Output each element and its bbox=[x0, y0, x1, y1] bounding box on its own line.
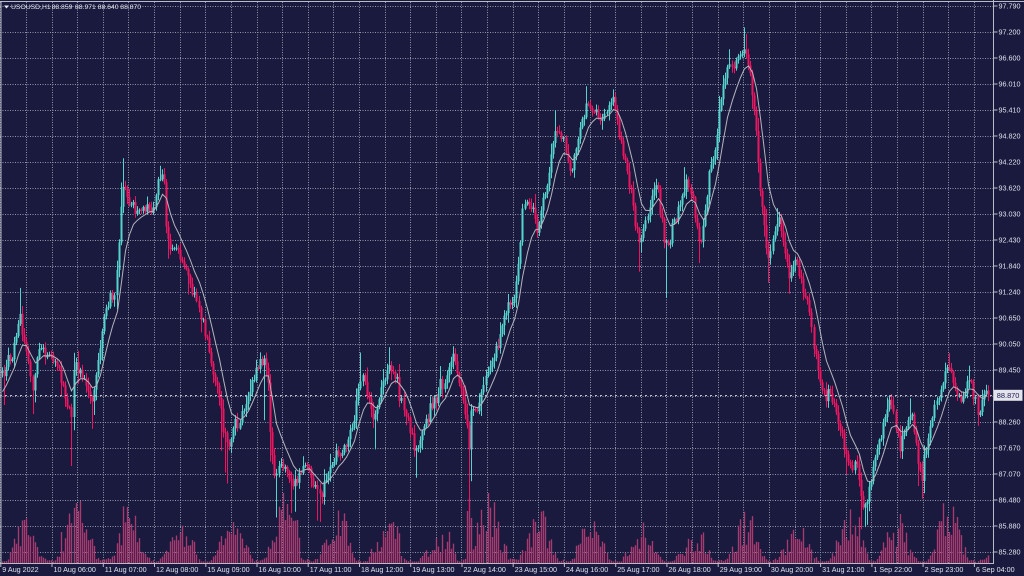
svg-text:88.859: 88.859 bbox=[52, 4, 73, 11]
svg-text:88.971: 88.971 bbox=[75, 4, 96, 11]
svg-text:88.870: 88.870 bbox=[997, 391, 1020, 400]
svg-text:92.430: 92.430 bbox=[999, 235, 1021, 244]
svg-text:91.840: 91.840 bbox=[999, 261, 1021, 270]
svg-text:97.790: 97.790 bbox=[999, 1, 1021, 10]
svg-text:87.670: 87.670 bbox=[999, 443, 1021, 452]
svg-text:90.650: 90.650 bbox=[999, 313, 1021, 322]
svg-text:85.880: 85.880 bbox=[999, 521, 1021, 530]
svg-text:1 Sep 22:00: 1 Sep 22:00 bbox=[873, 565, 912, 574]
svg-text:94.820: 94.820 bbox=[999, 131, 1021, 140]
svg-text:87.070: 87.070 bbox=[999, 469, 1021, 478]
svg-text:91.240: 91.240 bbox=[999, 287, 1021, 296]
svg-text:86.480: 86.480 bbox=[999, 495, 1021, 504]
svg-text:23 Aug 15:00: 23 Aug 15:00 bbox=[515, 565, 557, 574]
svg-text:19 Aug 13:00: 19 Aug 13:00 bbox=[412, 565, 454, 574]
svg-text:10 Aug 06:00: 10 Aug 06:00 bbox=[54, 565, 96, 574]
svg-text:88.640: 88.640 bbox=[98, 4, 119, 11]
svg-text:93.030: 93.030 bbox=[999, 209, 1021, 218]
svg-text:25 Aug 17:00: 25 Aug 17:00 bbox=[617, 565, 659, 574]
svg-text:17 Aug 11:00: 17 Aug 11:00 bbox=[310, 565, 352, 574]
svg-text:88.870: 88.870 bbox=[120, 4, 141, 11]
svg-text:22 Aug 14:00: 22 Aug 14:00 bbox=[464, 565, 506, 574]
svg-text:96.010: 96.010 bbox=[999, 79, 1021, 88]
svg-text:15 Aug 09:00: 15 Aug 09:00 bbox=[207, 565, 249, 574]
svg-text:6 Sep 04:00: 6 Sep 04:00 bbox=[976, 565, 1015, 574]
svg-text:97.200: 97.200 bbox=[999, 27, 1021, 36]
svg-text:24 Aug 16:00: 24 Aug 16:00 bbox=[566, 565, 608, 574]
svg-text:96.600: 96.600 bbox=[999, 53, 1021, 62]
svg-text:18 Aug 12:00: 18 Aug 12:00 bbox=[361, 565, 403, 574]
svg-text:95.410: 95.410 bbox=[999, 105, 1021, 114]
svg-text:94.220: 94.220 bbox=[999, 157, 1021, 166]
svg-text:9 Aug 2022: 9 Aug 2022 bbox=[2, 565, 38, 574]
svg-text:2 Sep 23:00: 2 Sep 23:00 bbox=[925, 565, 964, 574]
svg-text:30 Aug 20:00: 30 Aug 20:00 bbox=[771, 565, 813, 574]
svg-text:85.280: 85.280 bbox=[999, 547, 1021, 556]
svg-text:26 Aug 18:00: 26 Aug 18:00 bbox=[668, 565, 710, 574]
svg-text:29 Aug 19:00: 29 Aug 19:00 bbox=[720, 565, 762, 574]
svg-text:88.260: 88.260 bbox=[999, 417, 1021, 426]
svg-text:31 Aug 21:00: 31 Aug 21:00 bbox=[822, 565, 864, 574]
svg-text:11 Aug 07:00: 11 Aug 07:00 bbox=[105, 565, 147, 574]
svg-text:90.050: 90.050 bbox=[999, 339, 1021, 348]
svg-text:93.620: 93.620 bbox=[999, 183, 1021, 192]
svg-text:89.450: 89.450 bbox=[999, 365, 1021, 374]
svg-text:12 Aug 08:00: 12 Aug 08:00 bbox=[156, 565, 198, 574]
svg-text:USOUSD,H1: USOUSD,H1 bbox=[11, 4, 51, 11]
svg-text:16 Aug 10:00: 16 Aug 10:00 bbox=[259, 565, 301, 574]
